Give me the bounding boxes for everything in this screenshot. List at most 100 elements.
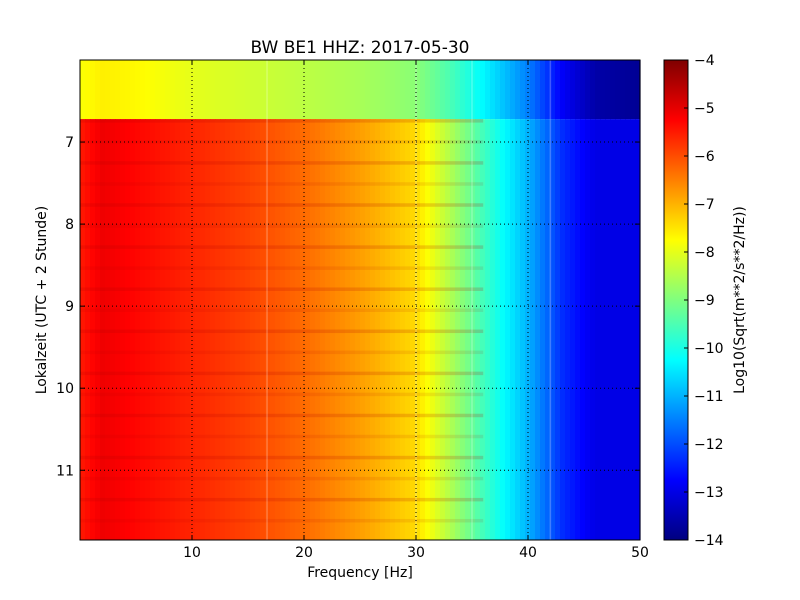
heatmap-stripe	[80, 203, 484, 207]
heatmap-cell	[615, 60, 621, 120]
colorbar-tick-label: −8	[694, 245, 715, 261]
heatmap-cell	[580, 119, 586, 540]
heatmap-cell	[315, 60, 321, 120]
colorbar-tick-label: −7	[694, 197, 715, 213]
heatmap-cell	[530, 60, 536, 120]
heatmap-stripe	[80, 140, 484, 144]
heatmap-cell	[340, 119, 346, 540]
heatmap-cell	[140, 119, 146, 540]
heatmap-cell	[280, 60, 286, 120]
heatmap-cell	[225, 119, 231, 540]
x-tick-label: 40	[519, 545, 537, 561]
heatmap-cell	[310, 119, 316, 540]
heatmap-stripe	[80, 434, 484, 439]
heatmap-cell	[290, 60, 296, 120]
heatmap-cell	[520, 60, 526, 120]
heatmap-cell	[240, 60, 246, 120]
colorbar-tick-label: −5	[694, 101, 715, 117]
heatmap-cell	[200, 119, 206, 540]
heatmap-cell	[455, 119, 461, 540]
heatmap-cell	[430, 60, 436, 120]
heatmap-cell	[425, 60, 431, 120]
heatmap-cell	[95, 60, 101, 120]
heatmap-cell	[535, 119, 541, 540]
heatmap-cell	[530, 119, 536, 540]
heatmap-cell	[175, 119, 181, 540]
heatmap-cell	[290, 119, 296, 540]
heatmap-cell	[105, 60, 111, 120]
heatmap-cell	[140, 60, 146, 120]
heatmap-cell	[170, 60, 176, 120]
heatmap-cell	[560, 60, 566, 120]
colorbar-tick-label: −4	[694, 53, 715, 69]
heatmap-cell	[190, 119, 196, 540]
heatmap-cell	[345, 119, 351, 540]
heatmap-cell	[115, 119, 121, 540]
heatmap-cell	[380, 60, 386, 120]
heatmap-cell	[215, 60, 221, 120]
heatmap-cell	[580, 60, 586, 120]
heatmap-stripe	[80, 161, 484, 165]
heatmap-cell	[465, 60, 471, 120]
heatmap-cell	[315, 119, 321, 540]
heatmap-cell	[305, 60, 311, 120]
heatmap-stripe	[80, 308, 484, 312]
y-tick-label: 8	[65, 217, 74, 233]
heatmap-cell	[230, 60, 236, 120]
heatmap-cell	[545, 119, 551, 540]
heatmap-cell	[420, 119, 426, 540]
heatmap-stripe	[80, 518, 484, 523]
heatmap-cell	[620, 60, 626, 120]
heatmap-cell	[350, 119, 356, 540]
heatmap-cell	[520, 119, 526, 540]
heatmap-cell	[105, 119, 111, 540]
heatmap-stripe	[80, 329, 484, 334]
heatmap-cell	[605, 119, 611, 540]
heatmap-stripe	[80, 392, 484, 397]
heatmap-cell	[385, 119, 391, 540]
heatmap-cell	[510, 119, 516, 540]
heatmap-cell	[460, 119, 466, 540]
heatmap-cell	[565, 60, 571, 120]
heatmap-cell	[285, 60, 291, 120]
heatmap-cell	[465, 119, 471, 540]
heatmap-cell	[410, 60, 416, 120]
x-tick-label: 10	[183, 545, 201, 561]
heatmap-cell	[480, 60, 486, 120]
y-tick-label: 11	[56, 463, 74, 479]
heatmap-cell	[125, 60, 131, 120]
heatmap-cell	[420, 60, 426, 120]
heatmap-cell	[400, 119, 406, 540]
heatmap-cell	[575, 60, 581, 120]
heatmap-stripe	[80, 182, 484, 186]
heatmap-cell	[610, 60, 616, 120]
colorbar-tick-label: −6	[694, 149, 715, 165]
heatmap-cell	[370, 60, 376, 120]
heatmap-cell	[130, 119, 136, 540]
heatmap-cell	[450, 60, 456, 120]
heatmap-cell	[505, 60, 511, 120]
heatmap-cell	[585, 119, 591, 540]
heatmap-cell	[555, 60, 561, 120]
heatmap-cell	[300, 60, 306, 120]
plot-frame	[79, 59, 641, 541]
heatmap-cell	[560, 119, 566, 540]
heatmap-cell	[245, 60, 251, 120]
spectrogram-plot: 10 20 30 40 50 7 8 9 10 11	[56, 59, 649, 561]
heatmap-cell	[440, 60, 446, 120]
heatmap-cell	[490, 119, 496, 540]
heatmap-cell	[405, 60, 411, 120]
heatmap-cell	[565, 119, 571, 540]
heatmap-cell	[515, 119, 521, 540]
heatmap-cell	[120, 119, 126, 540]
heatmap-stripe	[80, 455, 484, 460]
heatmap-cell	[625, 60, 631, 120]
heatmap-cell	[330, 60, 336, 120]
heatmap-cell	[80, 60, 86, 120]
x-axis-ticks: 10 20 30 40 50	[183, 60, 649, 561]
heatmap-cell	[265, 60, 271, 120]
heatmap-cell	[390, 119, 396, 540]
heatmap-cell	[390, 60, 396, 120]
heatmap-stripe	[80, 224, 484, 228]
heatmap-cell	[395, 60, 401, 120]
